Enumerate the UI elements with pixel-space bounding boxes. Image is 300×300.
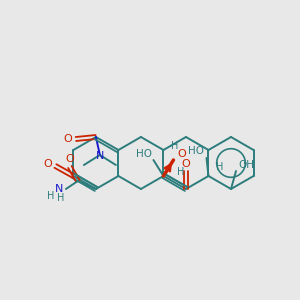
Text: H: H — [47, 191, 55, 201]
Text: OH: OH — [238, 160, 254, 170]
Text: O: O — [64, 134, 72, 144]
Text: O: O — [65, 154, 74, 164]
Text: H: H — [177, 167, 184, 177]
Text: H: H — [171, 141, 178, 151]
Text: H: H — [57, 193, 64, 203]
Text: HO: HO — [136, 149, 152, 159]
Text: N: N — [55, 184, 63, 194]
Text: HO: HO — [188, 146, 205, 156]
Text: H: H — [216, 162, 224, 172]
Text: O: O — [43, 159, 52, 169]
Text: O: O — [177, 149, 186, 159]
Text: O: O — [182, 159, 190, 169]
Text: N: N — [96, 151, 104, 161]
